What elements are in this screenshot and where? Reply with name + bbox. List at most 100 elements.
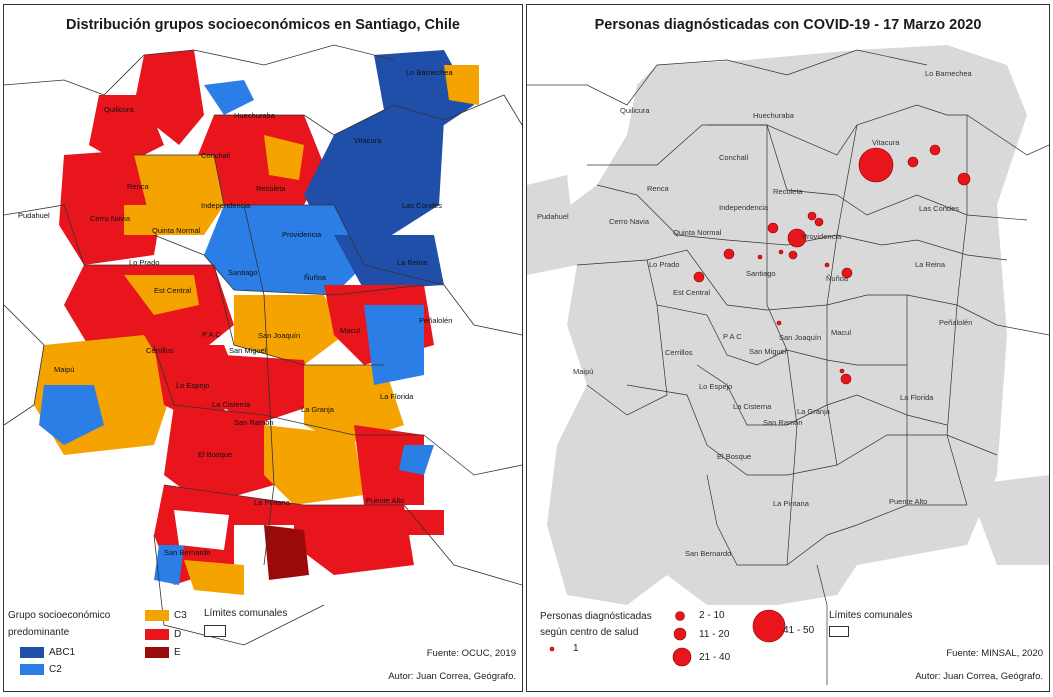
legend-heading-line1: Grupo socioeconómico: [8, 610, 111, 621]
commune-label-la-reina: La Reina: [915, 260, 946, 269]
commune-label-est-central: Est Central: [154, 286, 191, 295]
commune-label-penalolen: Peñalolén: [939, 318, 972, 327]
commune-label-las-condes: Las Condes: [402, 201, 442, 210]
commune-label-vitacura: Vitacura: [354, 136, 382, 145]
covid-legend-label-21-40: 21 - 40: [699, 652, 731, 663]
right-source: Fuente: MINSAL, 2020: [946, 648, 1043, 659]
commune-label-conchali: Conchalí: [719, 153, 750, 162]
commune-label-san-ramon: San Ramón: [234, 418, 274, 427]
covid-case-marker: [778, 249, 784, 255]
covid-case-marker: [840, 373, 852, 385]
commune-label-cerrillos: Cerrillos: [146, 346, 174, 355]
commune-label-providencia: Providencia: [282, 230, 322, 239]
commune-label-santiago: Santiago: [228, 268, 258, 277]
commune-label-san-joaquin: San Joaquín: [258, 331, 300, 340]
commune-label-la-granja: La Granja: [797, 407, 831, 416]
legend-label-c3: C3: [174, 610, 187, 621]
commune-label-san-bernardo: San Bernardo: [164, 548, 210, 557]
commune-label-vitacura: Vitacura: [872, 138, 900, 147]
covid-legend-heading-line1: Personas diagnósticadas: [540, 611, 652, 622]
legend-swatch-c2: [20, 664, 44, 675]
commune-label-huechuraba: Huechuraba: [753, 111, 795, 120]
covid-case-marker: [776, 320, 782, 326]
commune-label-nunoa: Ñuñoa: [304, 273, 327, 282]
left-author: Autor: Juan Correa, Geógrafo.: [388, 671, 516, 682]
covid-map: Lo Barnechea Quilicura Huechuraba Vitacu…: [527, 45, 1049, 685]
socioeconomic-map-panel: Distribución grupos socioeconómicos en S…: [3, 4, 523, 692]
commune-label-renca: Renca: [127, 182, 150, 191]
right-map-title: Personas diagnósticadas con COVID-19 - 1…: [594, 17, 982, 33]
commune-label-maipu: Maipú: [573, 367, 593, 376]
commune-label-est-central: Est Central: [673, 288, 710, 297]
legend-circle-1: [549, 646, 555, 652]
commune-label-cerrillos: Cerrillos: [665, 348, 693, 357]
commune-label-la-reina: La Reina: [397, 258, 428, 267]
covid-legend-boundary-swatch: [829, 626, 849, 637]
commune-label-el-bosque: El Bosque: [717, 452, 751, 461]
legend-circle-41-50: [752, 609, 786, 643]
legend-swatch-e: [145, 647, 169, 658]
commune-label-san-bernardo: San Bernardo: [685, 549, 731, 558]
legend-swatch-d: [145, 629, 169, 640]
legend-swatch-abc1: [20, 647, 44, 658]
commune-label-macul: Macul: [340, 326, 360, 335]
legend-heading: Grupo socioeconómico predominante: [8, 610, 110, 638]
covid-case-marker: [723, 248, 735, 260]
commune-label-las-condes: Las Condes: [919, 204, 959, 213]
commune-label-lo-prado: Lo Prado: [649, 260, 679, 269]
commune-label-santiago: Santiago: [746, 269, 776, 278]
commune-label-nunoa: Ñuñoa: [826, 274, 849, 283]
covid-legend-label-41-50: 41 - 50: [783, 625, 815, 636]
covid-legend-boundary-label: Límites comunales: [829, 610, 913, 621]
legend-boundary-label: Límites comunales: [204, 608, 288, 619]
commune-label-huechuraba: Huechuraba: [234, 111, 276, 120]
commune-label-quinta-normal: Quinta Normal: [152, 226, 201, 235]
legend-size-symbols: [549, 609, 786, 667]
commune-label-quilicura: Quilicura: [620, 106, 650, 115]
covid-case-marker: [907, 156, 919, 168]
covid-cases: [693, 144, 971, 385]
commune-label-pac: P A C: [202, 330, 221, 339]
covid-case-marker: [824, 262, 830, 268]
covid-case-marker: [767, 222, 779, 234]
left-source: Fuente: OCUC, 2019: [426, 648, 516, 659]
commune-label-providencia: Providencia: [802, 232, 842, 241]
commune-boundaries-right: [527, 49, 1049, 685]
covid-case-marker: [757, 254, 763, 260]
commune-label-lo-espejo: Lo Espejo: [699, 382, 732, 391]
commune-label-la-florida: La Florida: [900, 393, 934, 402]
commune-label-renca: Renca: [647, 184, 670, 193]
commune-label-lo-espejo: Lo Espejo: [176, 381, 209, 390]
covid-legend-heading: Personas diagnósticadas según centro de …: [540, 611, 652, 638]
covid-case-marker: [839, 368, 845, 374]
commune-label-lo-barnechea: Lo Barnechea: [406, 68, 454, 77]
commune-label-recoleta: Recoleta: [256, 184, 286, 193]
legend-boundary-swatch: [204, 625, 226, 637]
legend-swatch-c3: [145, 610, 169, 621]
covid-legend-label-1: 1: [573, 643, 579, 654]
legend-circle-11-20: [673, 627, 687, 641]
commune-label-puente-alto: Puente Alto: [889, 497, 927, 506]
commune-label-san-miguel: San Miguel: [749, 347, 787, 356]
covid-case-marker: [788, 250, 798, 260]
commune-label-macul: Macul: [831, 328, 851, 337]
socioeconomic-map: Lo Barnechea Quilicura Huechuraba Vitacu…: [4, 44, 522, 646]
covid-map-panel: Personas diagnósticadas con COVID-19 - 1…: [526, 4, 1050, 692]
covid-legend-heading-line2: según centro de salud: [540, 627, 639, 638]
covid-case-marker: [929, 144, 941, 156]
covid-case-marker: [841, 267, 853, 279]
commune-label-pudahuel: Pudahuel: [18, 211, 50, 220]
commune-label-cerro-navia: Cerro Navia: [90, 214, 131, 223]
commune-label-el-bosque: El Bosque: [198, 450, 232, 459]
covid-case-marker: [957, 172, 971, 186]
legend-label-d: D: [174, 629, 182, 640]
commune-label-recoleta: Recoleta: [773, 187, 803, 196]
commune-label-conchali: Conchalí: [201, 151, 232, 160]
legend-label-abc1: ABC1: [49, 647, 76, 658]
commune-label-lo-prado: Lo Prado: [129, 258, 159, 267]
legend-circle-2-10: [675, 611, 685, 621]
commune-label-la-pintana: La Pintana: [773, 499, 810, 508]
covid-case-marker: [693, 271, 705, 283]
right-author: Autor: Juan Correa, Geógrafo.: [915, 671, 1043, 682]
commune-label-san-miguel: San Miguel: [229, 346, 267, 355]
